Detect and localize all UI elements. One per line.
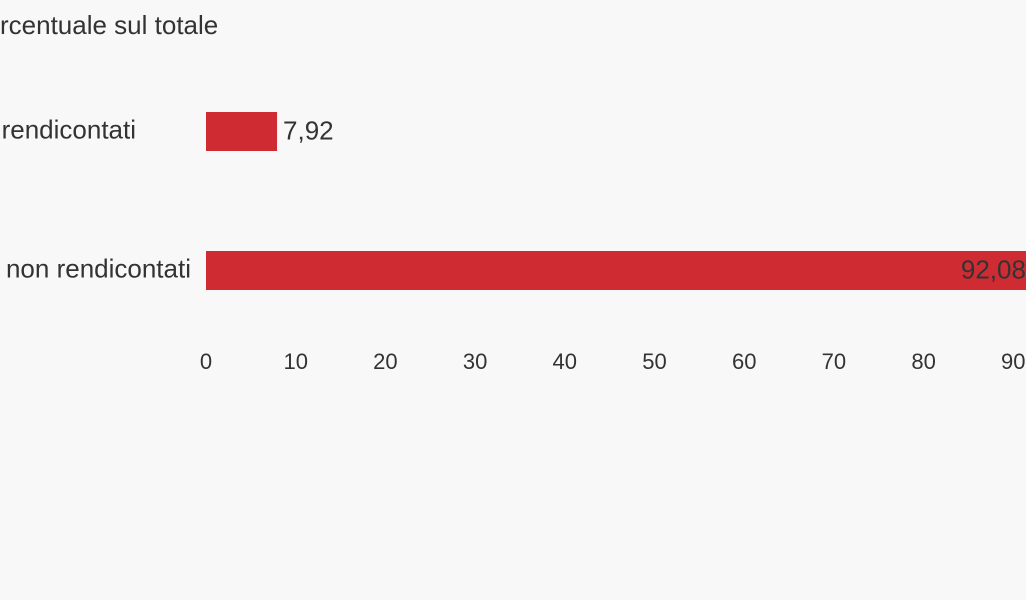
x-tick-label: 40	[553, 349, 577, 374]
x-tick-label: 50	[642, 349, 666, 374]
value-label: 92,08	[961, 254, 1026, 284]
x-tick-label: 90	[1001, 349, 1025, 374]
bar	[206, 251, 1026, 290]
x-tick-label: 20	[373, 349, 397, 374]
x-tick-label: 30	[463, 349, 487, 374]
value-label: 7,92	[283, 115, 334, 145]
chart-title: rcentuale sul totale	[0, 10, 218, 40]
x-tick-label: 60	[732, 349, 756, 374]
x-tick-label: 10	[283, 349, 307, 374]
category-label: rendicontati	[2, 114, 136, 144]
category-label: non rendicontati	[6, 253, 191, 283]
x-tick-label: 80	[911, 349, 935, 374]
x-tick-label: 0	[200, 349, 212, 374]
x-tick-label: 70	[822, 349, 846, 374]
bar	[206, 112, 278, 151]
